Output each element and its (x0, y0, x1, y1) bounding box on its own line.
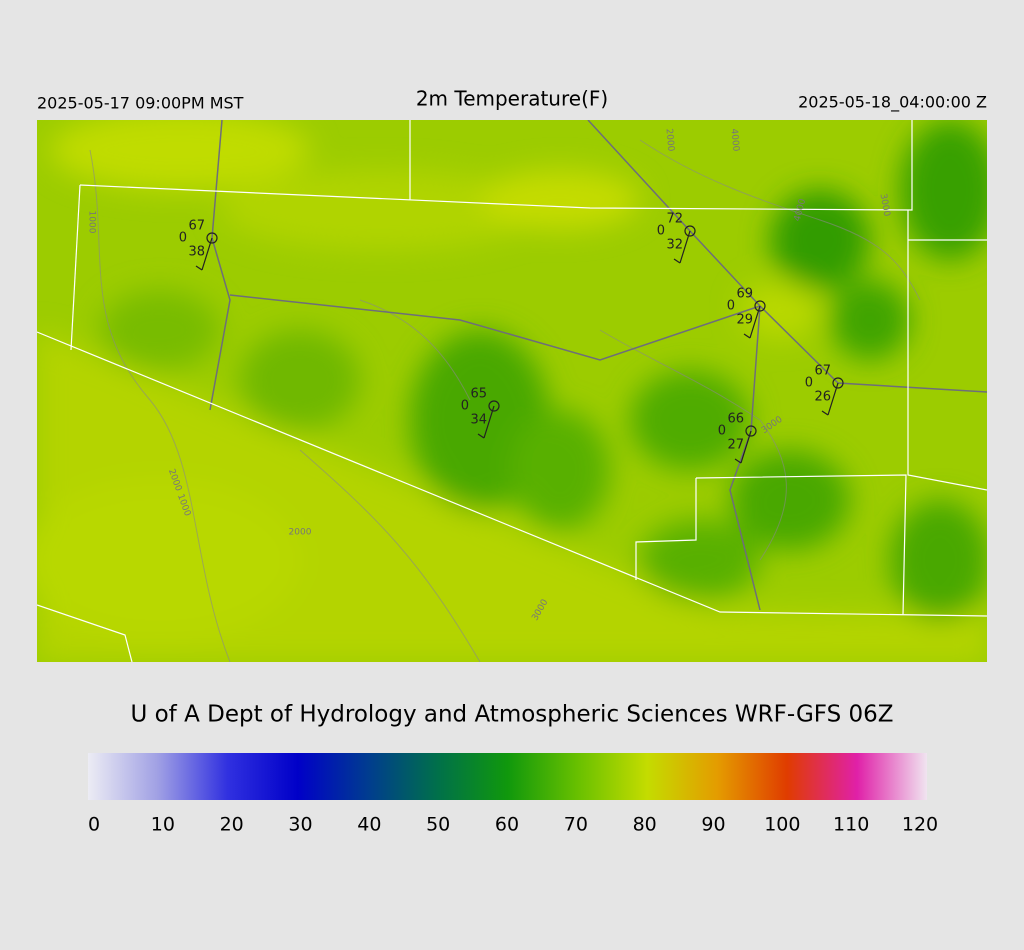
temperature: 72 (666, 212, 683, 227)
terrain-contours (89, 139, 921, 662)
colorbar-tick-label: 0 (88, 814, 100, 836)
wind-barb-flag (477, 433, 485, 439)
credit: U of A Dept of Hydrology and Atmospheric… (130, 702, 893, 728)
contour-label: 3000 (878, 193, 892, 218)
wind-barb (740, 430, 752, 464)
colorbar-tick-label: 90 (701, 814, 725, 836)
wind-barb (749, 305, 761, 339)
wind-barb (679, 230, 691, 264)
precip: 0 (461, 399, 469, 414)
colorbar-tick-label: 70 (564, 814, 588, 836)
wind-barb-flag (195, 265, 203, 271)
colorbar-tick-label: 120 (902, 814, 938, 836)
colorbar-tick-label: 110 (833, 814, 869, 836)
wind-barb-flag (743, 333, 751, 339)
precip: 0 (718, 424, 726, 439)
colorbar (88, 753, 927, 800)
contour-label: 2000 (664, 128, 676, 152)
dewpoint: 26 (814, 390, 831, 405)
station-circle (754, 300, 766, 312)
temperature: 67 (814, 364, 831, 379)
local-time: 2025-05-17 09:00PM MST (37, 94, 244, 113)
colorbar-tick-label: 30 (288, 814, 312, 836)
temperature: 67 (188, 219, 205, 234)
temperature: 69 (736, 287, 753, 302)
wind-barb-flag (734, 458, 742, 464)
wind-barb (827, 382, 839, 416)
dewpoint: 27 (727, 438, 744, 453)
contour-label: 1000 (87, 211, 97, 234)
precip: 0 (805, 376, 813, 391)
station-circle (206, 232, 218, 244)
colorbar-tick-label: 50 (426, 814, 450, 836)
precip: 0 (179, 231, 187, 246)
dewpoint: 32 (666, 238, 683, 253)
precip: 0 (727, 299, 735, 314)
contour-label: 2000 (289, 528, 312, 538)
contour-label: 4000 (729, 128, 741, 152)
precip: 0 (657, 224, 665, 239)
colorbar-ticks: 0 10 20 30 40 50 60 70 80 90 100 110 120 (88, 814, 938, 836)
colorbar-tick-label: 10 (151, 814, 175, 836)
dewpoint: 38 (188, 245, 205, 260)
station-circle (488, 400, 500, 412)
dewpoint: 29 (736, 313, 753, 328)
colorbar-tick-label: 100 (764, 814, 800, 836)
station-circle (832, 377, 844, 389)
dewpoint: 34 (470, 413, 487, 428)
colorbar-tick-label: 20 (220, 814, 244, 836)
station-circle (745, 425, 757, 437)
temperature: 65 (470, 387, 487, 402)
map: 1000100020002000200030003000300040004000… (37, 120, 987, 662)
colorbar-tick-label: 60 (495, 814, 519, 836)
map-title: 2m Temperature(F) (416, 87, 608, 111)
borders (37, 120, 987, 662)
wind-barb-flag (673, 258, 681, 264)
colorbar-tick-label: 80 (633, 814, 657, 836)
wind-barb (201, 237, 213, 271)
temperature: 66 (727, 412, 744, 427)
colorbar-tick-label: 40 (357, 814, 381, 836)
station-circle (684, 225, 696, 237)
temperature-field (37, 120, 987, 662)
wind-barb-flag (821, 410, 829, 416)
utc-time: 2025-05-18_04:00:00 Z (798, 93, 987, 113)
wind-barb (483, 405, 495, 439)
